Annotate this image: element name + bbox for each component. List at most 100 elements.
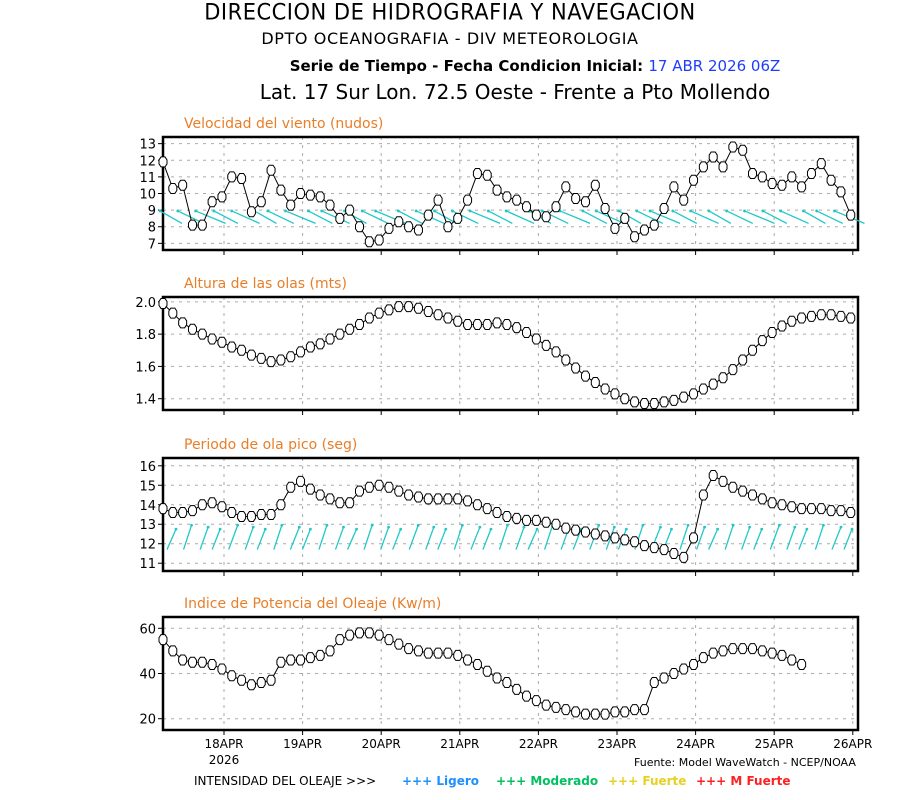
direction-arrow: [803, 210, 826, 224]
direction-arrow-head: [280, 523, 284, 527]
direction-arrow-head: [309, 527, 312, 531]
data-point: [413, 302, 423, 314]
direction-arrow: [363, 525, 373, 550]
data-point: [816, 158, 826, 170]
data-point: [679, 551, 689, 563]
data-point: [335, 212, 345, 224]
data-point: [443, 221, 453, 233]
data-point: [227, 670, 237, 682]
data-point: [669, 547, 679, 559]
y-tick-label: 12: [139, 538, 156, 553]
data-point: [266, 509, 276, 520]
data-point: [787, 654, 797, 666]
x-tick-label: 18APR: [204, 737, 243, 751]
data-point: [571, 192, 581, 204]
direction-arrow: [453, 525, 463, 550]
data-point: [806, 310, 816, 322]
direction-arrow-head: [761, 209, 765, 213]
data-point: [630, 396, 640, 408]
direction-arrow: [814, 525, 825, 550]
chart-title: Velocidad del viento (nudos): [184, 116, 383, 132]
direction-arrow: [816, 210, 843, 224]
data-point: [620, 393, 630, 405]
data-point: [561, 354, 571, 366]
direction-arrow: [334, 526, 345, 550]
direction-arrow: [211, 528, 221, 550]
direction-arrow: [786, 526, 796, 550]
data-point: [630, 231, 640, 243]
data-point: [757, 335, 767, 347]
data-point: [541, 699, 551, 711]
chart-title: Indice de Potencia del Oleaje (Kw/m): [184, 596, 441, 612]
direction-arrow-head: [297, 525, 301, 529]
data-point: [620, 706, 630, 718]
direction-arrow: [753, 528, 763, 550]
direction-arrow: [195, 210, 226, 225]
data-point: [512, 683, 522, 695]
direction-arrow: [361, 210, 389, 224]
y-tick-label: 11: [139, 557, 156, 572]
data-point: [639, 540, 649, 552]
data-point: [600, 530, 610, 542]
data-point: [374, 234, 384, 246]
x-tick-label: 19APR: [283, 737, 322, 751]
y-tick-label: 2.0: [135, 296, 156, 311]
data-point: [168, 507, 178, 519]
chart-title: Periodo de ola pico (seg): [184, 437, 357, 453]
direction-arrow: [437, 528, 447, 550]
data-point: [158, 297, 168, 309]
header-series-prefix: Serie de Tiempo - Fecha Condicion Inicia…: [289, 57, 644, 75]
data-point: [187, 323, 197, 335]
direction-arrow: [843, 528, 853, 550]
direction-arrow-head: [489, 527, 493, 531]
data-point: [718, 645, 728, 657]
data-point: [453, 315, 463, 327]
data-point: [551, 201, 561, 213]
legend-fuerte: +++ Fuerte: [608, 774, 687, 788]
direction-arrow: [515, 526, 525, 550]
direction-arrow-head: [815, 209, 819, 213]
data-point: [276, 354, 286, 366]
direction-arrow: [527, 528, 538, 550]
data-point: [168, 183, 178, 195]
data-point: [806, 503, 816, 515]
direction-arrow-head: [355, 527, 358, 531]
data-point: [433, 194, 443, 206]
data-point: [522, 514, 532, 526]
direction-arrow: [182, 525, 193, 550]
data-point: [355, 221, 364, 233]
data-point: [394, 638, 404, 650]
data-point: [797, 658, 807, 670]
data-point: [590, 377, 600, 389]
data-point: [463, 654, 473, 666]
data-point: [394, 216, 404, 228]
direction-arrow-head: [535, 527, 539, 531]
data-point: [698, 161, 708, 173]
data-point: [669, 668, 679, 679]
data-point: [178, 654, 188, 666]
direction-arrow-head: [504, 209, 508, 213]
data-point: [443, 312, 453, 324]
direction-arrow: [159, 210, 183, 224]
direction-arrow: [780, 210, 809, 225]
data-point: [757, 645, 767, 657]
direction-arrow-head: [284, 209, 287, 213]
direction-arrow-head: [325, 523, 329, 527]
data-point: [335, 497, 345, 509]
data-point: [846, 507, 856, 519]
data-point: [590, 708, 600, 720]
plot-frame: [161, 295, 860, 412]
data-point: [718, 372, 728, 384]
legend-moderado: +++ Moderado: [496, 774, 599, 788]
data-point: [207, 333, 217, 345]
data-point: [639, 704, 649, 716]
data-point: [708, 151, 718, 163]
data-point: [187, 219, 197, 231]
data-point: [767, 178, 777, 190]
data-point: [610, 388, 620, 400]
data-point: [384, 304, 394, 316]
direction-arrow: [762, 210, 788, 224]
data-point: [610, 222, 620, 234]
data-point: [649, 677, 659, 689]
